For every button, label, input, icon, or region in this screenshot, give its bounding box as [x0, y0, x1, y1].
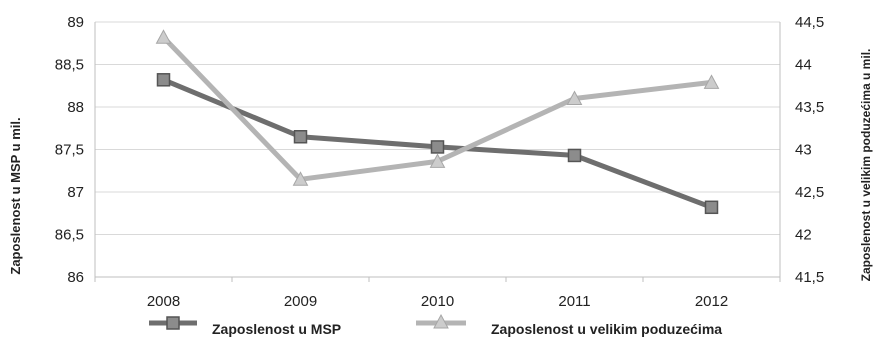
x-tick-label: 2009 — [284, 293, 317, 310]
axes — [94, 22, 781, 282]
data-point-msp — [567, 148, 582, 163]
y-right-tick-label: 44 — [795, 57, 812, 74]
series-markers — [155, 29, 720, 215]
data-point-msp — [430, 140, 445, 154]
y-right-tick-label: 43,5 — [795, 99, 824, 116]
y-left-tick-label: 86 — [67, 269, 84, 286]
y-left-tick-label: 88,5 — [55, 57, 84, 74]
legend: Zaposlenost u MSP Zaposlenost u velikim … — [149, 313, 722, 337]
y-right-tick-label: 42,5 — [795, 184, 824, 201]
legend-marker-msp — [166, 316, 180, 330]
data-point-velika-poduzeca — [155, 29, 172, 44]
y-right-tick-label: 44,5 — [795, 14, 824, 31]
legend-marker-velika-poduzeca — [433, 313, 449, 329]
data-point-velika-poduzeca — [292, 171, 309, 186]
y-right-tick-label: 43 — [795, 142, 812, 159]
data-point-msp — [293, 130, 308, 144]
gridlines — [95, 21, 780, 278]
legend-item-msp: Zaposlenost u MSP — [149, 316, 341, 337]
legend-label-velika-poduzeca: Zaposlenost u velikim poduzećima — [491, 321, 722, 337]
x-tick-label: 2012 — [695, 293, 728, 310]
data-point-msp — [156, 73, 171, 87]
x-tick-label: 2008 — [147, 293, 180, 310]
y-right-tick-label: 41,5 — [795, 269, 824, 286]
legend-label-msp: Zaposlenost u MSP — [212, 321, 341, 337]
legend-item-velika-poduzeca: Zaposlenost u velikim poduzećima — [416, 313, 722, 337]
x-tick-label: 2010 — [421, 293, 454, 310]
y-left-tick-label: 87 — [67, 184, 84, 201]
data-point-velika-poduzeca — [703, 74, 720, 89]
x-tick-label: 2011 — [558, 293, 590, 310]
y-right-tick-label: 42 — [795, 227, 812, 244]
data-point-velika-poduzeca — [429, 153, 446, 168]
data-point-msp — [704, 200, 719, 215]
y-left-tick-label: 89 — [67, 14, 84, 31]
series-lines — [161, 34, 714, 210]
y-axis-left-label: Zaposlenost u MSP u mil. — [8, 117, 23, 274]
y-axis-right-label: Zaposlenost u velikim poduzećima u mil. — [859, 49, 873, 282]
y-left-tick-label: 87,5 — [55, 142, 84, 159]
y-left-tick-label: 86,5 — [55, 227, 84, 244]
y-left-tick-label: 88 — [67, 99, 84, 116]
data-point-velika-poduzeca — [566, 90, 583, 105]
tick-labels: 86 41,5 86,5 42 87 42,5 87,5 43 88 43,5 88,5 44 89 44… — [55, 14, 824, 310]
